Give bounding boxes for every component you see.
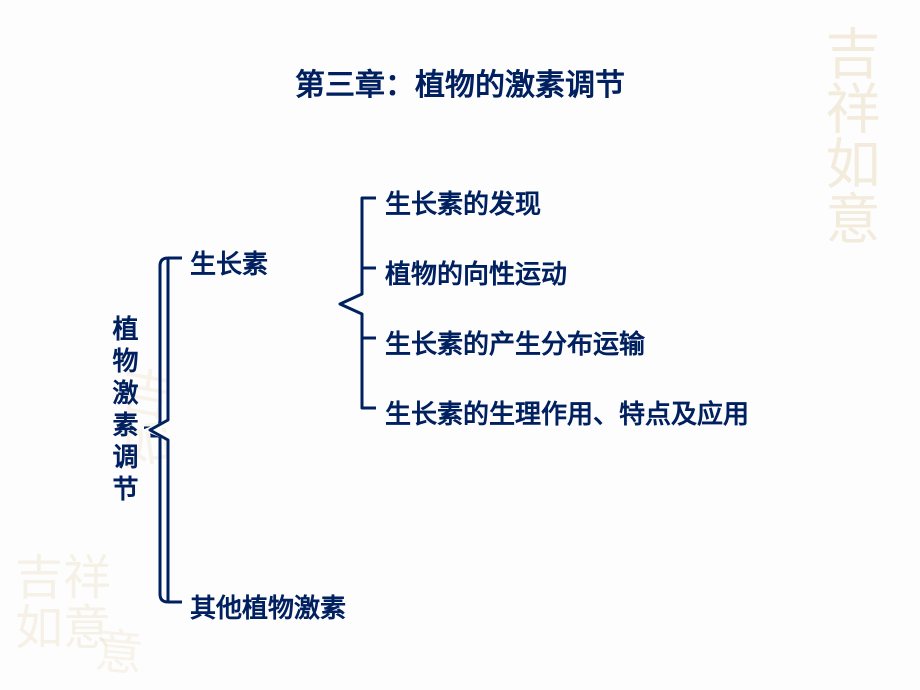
watermark: 吉祥如意 [820, 25, 875, 245]
leaf-production: 生长素的产生分布运输 [385, 324, 645, 361]
watermark: 意 [93, 628, 145, 680]
leaf-function: 生长素的生理作用、特点及应用 [385, 394, 749, 431]
page-title: 第三章：植物的激素调节 [0, 60, 920, 104]
tree-root: 植物激素调节 [105, 315, 142, 507]
watermark: 如意 [15, 605, 111, 653]
leaf-tropism: 植物的向性运动 [385, 254, 567, 291]
branch-other-hormones: 其他植物激素 [190, 588, 346, 625]
watermark: 吉祥 [15, 555, 111, 603]
branch-auxin: 生长素 [190, 244, 268, 281]
leaf-discovery: 生长素的发现 [385, 184, 541, 221]
